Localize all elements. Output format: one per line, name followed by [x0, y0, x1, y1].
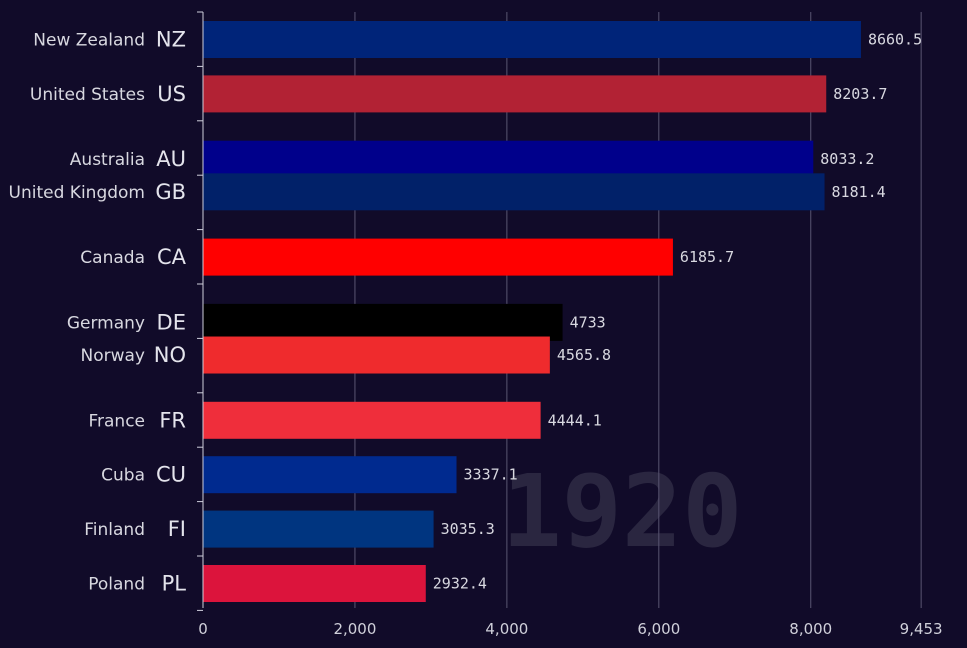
- country-code-label: GB: [155, 180, 186, 204]
- value-label: 4565.8: [557, 346, 611, 364]
- bar-nz: [203, 21, 861, 58]
- country-name-label: Cuba: [101, 466, 145, 486]
- x-tick-label: 2,000: [333, 620, 376, 638]
- country-code-label: CU: [156, 463, 186, 487]
- country-code-label: NZ: [156, 28, 186, 52]
- country-code-label: CA: [157, 245, 187, 269]
- country-code-label: NO: [154, 343, 186, 367]
- value-label: 6185.7: [680, 248, 734, 266]
- bar-ca: [203, 238, 673, 276]
- country-code-label: US: [157, 82, 186, 106]
- year-watermark: 1920: [502, 453, 743, 570]
- value-label: 3035.3: [441, 520, 495, 538]
- value-label: 8181.4: [832, 183, 886, 201]
- value-label: 4733: [570, 313, 606, 331]
- y-axis: [197, 11, 204, 611]
- country-name-label: Poland: [88, 575, 145, 595]
- country-name-label: Norway: [81, 346, 146, 366]
- bar-pl: [203, 565, 426, 602]
- bar-cu: [203, 456, 457, 494]
- bar-fi: [203, 510, 434, 548]
- x-axis: 0 2,000 4,000 6,000 8,000 9,453: [198, 620, 942, 638]
- x-tick-label: 4,000: [485, 620, 528, 638]
- bars-group: [203, 21, 861, 602]
- country-code-label: FR: [159, 408, 186, 432]
- country-name-label: Germany: [67, 313, 145, 333]
- country-name-label: France: [88, 411, 145, 431]
- value-label: 8033.2: [820, 150, 874, 168]
- country-name-label: United States: [30, 85, 145, 105]
- x-tick-label: 8,000: [789, 620, 832, 638]
- bar-us: [203, 75, 827, 113]
- value-label: 3337.1: [464, 466, 518, 484]
- country-name-label: Canada: [80, 248, 145, 268]
- country-name-label: New Zealand: [33, 31, 145, 51]
- x-tick-label: 9,453: [900, 620, 943, 638]
- country-code-label: PL: [162, 572, 187, 596]
- country-name-label: United Kingdom: [9, 183, 145, 203]
- country-code-label: FI: [168, 517, 186, 541]
- value-label: 2932.4: [433, 575, 487, 593]
- country-code-label: AU: [156, 147, 186, 171]
- value-label: 8203.7: [833, 85, 887, 103]
- bar-no: [203, 336, 550, 374]
- value-label: 8660.5: [868, 31, 922, 49]
- country-code-label: DE: [157, 310, 186, 334]
- bar-gb: [203, 173, 825, 211]
- country-name-label: Finland: [84, 520, 145, 540]
- value-label: 4444.1: [548, 411, 602, 429]
- bar-de: [203, 303, 563, 341]
- x-tick-label: 0: [198, 620, 208, 638]
- bar-fr: [203, 401, 541, 439]
- bar-au: [203, 140, 814, 178]
- country-name-label: Australia: [70, 150, 145, 170]
- x-tick-label: 6,000: [637, 620, 680, 638]
- labels-group: NZ New Zealand 8660.5 US United States 8203.7…: [9, 28, 923, 596]
